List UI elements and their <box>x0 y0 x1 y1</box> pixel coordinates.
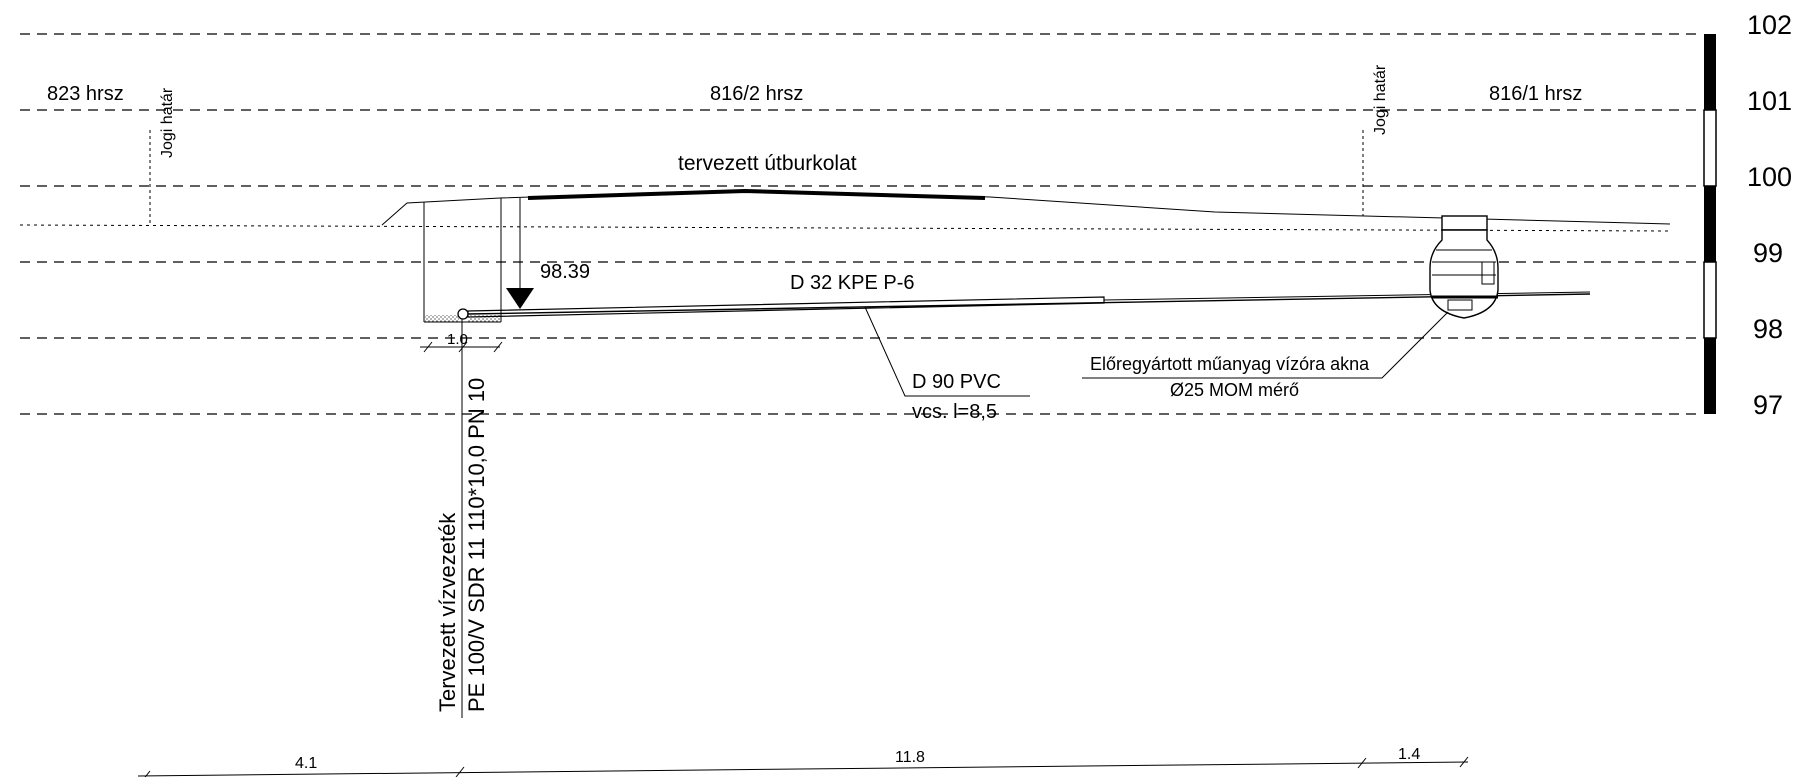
dimension-tick-4 <box>1459 756 1469 768</box>
elevation-scale-labels: 102 101 100 99 98 97 <box>1747 10 1792 420</box>
scale-segment-3 <box>1704 186 1716 262</box>
legal-boundary-label-left: Jogi határ <box>159 87 176 158</box>
trench-bedding-left <box>425 315 459 322</box>
existing-ground-line <box>19 224 1671 232</box>
meter-pit-label-line1: Előregyártott műanyag vízóra akna <box>1090 354 1370 374</box>
service-pipe-label: D 32 KPE P-6 <box>790 272 915 294</box>
scale-segment-5 <box>1704 338 1716 414</box>
offset-tick-right <box>493 341 503 353</box>
parcel-label-right: 816/1 hrsz <box>1489 83 1582 105</box>
parcel-label-left: 823 hrsz <box>47 83 124 105</box>
offset-tick-left <box>423 341 433 353</box>
dimension-chain-line <box>137 761 1469 777</box>
meter-pit-meter <box>1447 299 1473 311</box>
casing-length-label: vcs. l=8,5 <box>912 401 997 423</box>
dimension-tick-2 <box>455 766 465 777</box>
elevation-reference-lines <box>19 33 1700 415</box>
meter-pit-cover <box>1441 215 1488 231</box>
main-pipe-circle <box>457 308 469 320</box>
meter-pit-label-line2: Ø25 MOM mérő <box>1170 380 1299 400</box>
scale-segment-4 <box>1703 261 1717 339</box>
main-offset-label: 1.0 <box>447 331 468 348</box>
dimension-label-1: 4.1 <box>295 755 317 772</box>
trench-section <box>423 198 502 323</box>
service-pipe: D 32 KPE P-6 <box>467 272 1591 318</box>
scale-segment-1 <box>1704 34 1716 110</box>
casing-leader-line <box>864 306 1030 397</box>
meter-pit: Előregyártott műanyag vízóra akna Ø25 MO… <box>1082 215 1499 400</box>
elevation-marker: 98.39 <box>506 198 590 309</box>
scale-label-101: 101 <box>1747 86 1792 116</box>
scale-segment-2 <box>1703 109 1717 187</box>
scale-label-98: 98 <box>1753 314 1783 344</box>
scale-label-97: 97 <box>1753 390 1783 420</box>
scale-label-100: 100 <box>1747 162 1792 192</box>
dimension-label-3: 1.4 <box>1398 746 1420 763</box>
meter-pit-valve <box>1481 261 1495 285</box>
meter-pit-leader-line <box>1082 311 1449 379</box>
road-label: tervezett útburkolat <box>678 152 857 175</box>
offset-tick-mid <box>458 341 468 353</box>
main-pipe-callout: Tervezett vízvezeték PE 100/V SDR 11 110… <box>435 319 489 718</box>
main-pipe-label-line2: PE 100/V SDR 11 110*10,0 PN 10 <box>464 378 489 712</box>
legal-boundary-label-right: Jogi határ <box>1372 64 1389 135</box>
bottom-dimension-chain: 4.1 11.8 1.4 <box>137 746 1469 777</box>
meter-pit-body <box>1429 229 1499 319</box>
service-pipe-line-inner <box>1103 291 1591 301</box>
main-offset-dimension: 1.0 <box>420 331 503 353</box>
service-pipe-line <box>467 293 1591 315</box>
trench-bedding-right <box>468 315 500 322</box>
dimension-tick-1 <box>144 770 151 777</box>
casing-pipe-label: D 90 PVC <box>912 371 1001 393</box>
elevation-scale-bar <box>1703 34 1717 414</box>
scale-label-99: 99 <box>1753 238 1783 268</box>
elevation-marker-arrow <box>506 288 534 309</box>
casing-pipe-body <box>467 296 1105 318</box>
dimension-label-2: 11.8 <box>895 749 925 766</box>
elevation-value: 98.39 <box>540 261 590 283</box>
main-pipe-label-line1: Tervezett vízvezeték <box>435 512 460 712</box>
parcel-label-middle: 816/2 hrsz <box>710 83 803 105</box>
road-profile: tervezett útburkolat <box>381 152 1671 226</box>
casing-pipe-callout: D 90 PVC vcs. l=8,5 <box>864 306 1030 423</box>
dimension-tick-3 <box>1357 757 1367 769</box>
planned-road-pavement <box>527 188 986 200</box>
scale-label-102: 102 <box>1747 10 1792 40</box>
